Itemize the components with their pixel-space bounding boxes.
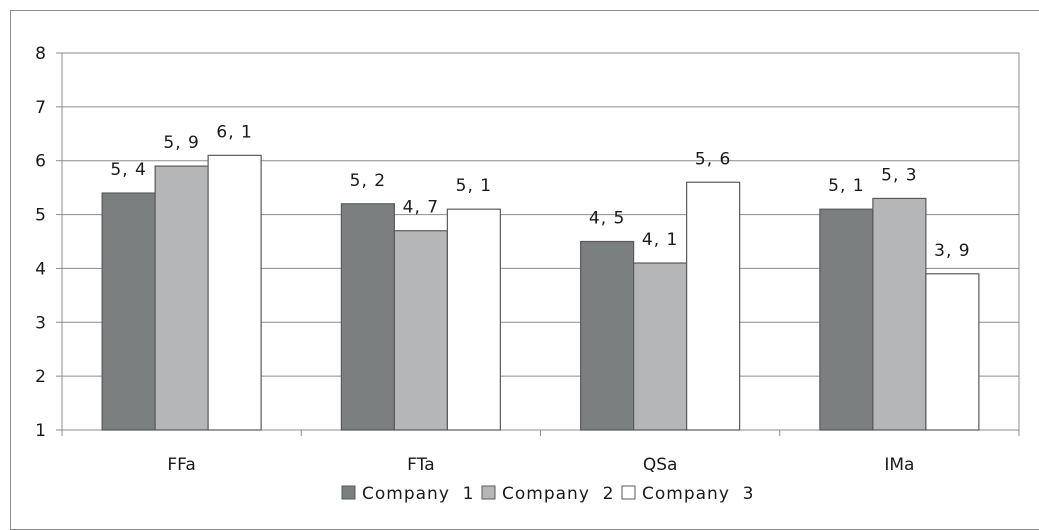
- data-label: 5, 6: [695, 149, 731, 169]
- y-axis-ticks: 1 2 3 4 5 6 7 8: [35, 44, 62, 441]
- bar: [207, 154, 262, 431]
- bar: [925, 273, 980, 431]
- bar: [446, 208, 501, 431]
- data-label: 6, 1: [216, 122, 252, 142]
- y-tick-label: 3: [35, 313, 46, 333]
- bar: [154, 165, 209, 431]
- x-category-label: FTa: [407, 455, 434, 475]
- data-label: 5, 2: [350, 171, 386, 191]
- data-labels: 5, 4 5, 9 6, 1 5, 2 4, 7 5, 1 4, 5 4, 1 5, 6 5, 1…: [110, 122, 970, 261]
- legend-swatch: [341, 485, 356, 500]
- y-tick-label: 1: [35, 421, 46, 441]
- x-axis-categories: FFa FTa QSa IMa: [167, 455, 914, 475]
- data-label: 4, 5: [589, 209, 625, 229]
- bar: [580, 240, 635, 431]
- legend-label: Company 3: [642, 484, 755, 504]
- x-category-label: FFa: [167, 455, 195, 475]
- data-label: 4, 1: [642, 230, 678, 250]
- y-tick-label: 4: [35, 259, 46, 279]
- bars: [101, 154, 980, 431]
- legend-label: Company 1: [362, 484, 475, 504]
- data-label: 5, 9: [163, 133, 199, 153]
- data-label: 5, 1: [828, 176, 864, 196]
- bar: [686, 181, 741, 431]
- bar: [393, 230, 448, 431]
- bar-chart: 1 2 3 4 5 6 7 8 5, 4 5, 9 6, 1 5, 2 4, 7 5, 1 4, 5 4, …: [35, 44, 1020, 504]
- bar: [872, 197, 927, 431]
- data-label: 5, 1: [456, 176, 492, 196]
- y-tick-label: 2: [35, 367, 46, 387]
- bar: [101, 192, 156, 431]
- bar: [633, 262, 688, 431]
- y-tick-label: 8: [35, 44, 46, 64]
- bar: [819, 208, 874, 431]
- legend-swatch: [621, 485, 636, 500]
- data-label: 4, 7: [403, 198, 439, 218]
- legend-swatch: [481, 485, 496, 500]
- y-tick-label: 5: [35, 206, 46, 226]
- x-category-label: IMa: [884, 455, 914, 475]
- y-tick-label: 7: [35, 98, 46, 118]
- legend: Company 1 Company 2 Company 3: [341, 484, 755, 504]
- x-category-label: QSa: [643, 455, 678, 475]
- legend-label: Company 2: [502, 484, 615, 504]
- axes: [61, 52, 1020, 436]
- bar: [340, 203, 395, 431]
- data-label: 5, 3: [881, 165, 917, 185]
- data-label: 5, 4: [110, 160, 146, 180]
- data-label: 3, 9: [934, 241, 970, 261]
- y-tick-label: 6: [35, 152, 46, 172]
